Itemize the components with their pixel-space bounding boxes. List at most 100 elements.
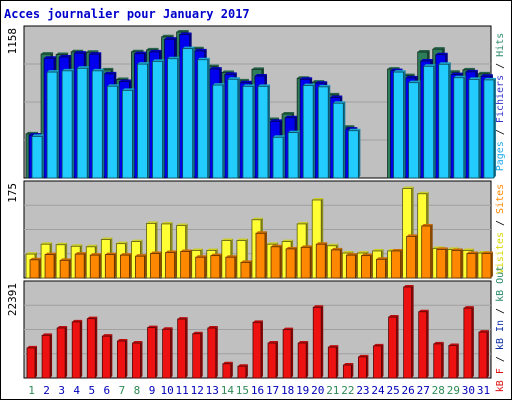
bar-hits-pages-side — [298, 130, 301, 178]
bar-visits-visites-top — [236, 238, 248, 241]
bar-kb-kb-f-side — [411, 285, 414, 378]
bar-hits-pages — [152, 60, 163, 179]
bar-visits-sites — [285, 248, 296, 279]
bar-kb-kb-f-top — [147, 325, 158, 328]
bar-kb-kb-f — [207, 327, 217, 379]
panel-visits-max-label: 175 — [6, 183, 19, 203]
legend-label-part: kB F — [495, 368, 506, 392]
bar-kb-kb-f-side — [50, 333, 53, 378]
bar-visits-sites-side — [129, 253, 132, 278]
bar-visits-visites-top — [161, 221, 173, 224]
bar-hits-hits-top — [267, 117, 280, 120]
bar-hits-pages-side — [283, 135, 286, 178]
bar-kb-kb-f-side — [80, 319, 83, 378]
legend-label-panel-1: Pages / Fichiers / Hits — [495, 33, 506, 172]
bar-visits-sites — [451, 250, 462, 279]
legend-label-part: kB Out — [495, 266, 506, 302]
bar-visits-visites-top — [462, 248, 474, 251]
bar-kb-kb-f — [222, 363, 232, 379]
bar-visits-sites — [44, 254, 55, 279]
bar-visits-sites-side — [340, 247, 343, 278]
bar-visits-sites — [406, 235, 417, 279]
bar-hits-pages-top — [227, 77, 240, 80]
bar-kb-kb-f — [433, 343, 443, 379]
bar-hits-hits-top — [462, 67, 475, 70]
bar-visits-sites-top — [60, 258, 72, 261]
bar-visits-visites-top — [116, 241, 128, 244]
bar-hits-pages-side — [192, 46, 195, 178]
bar-kb-kb-f-side — [35, 345, 37, 378]
bar-hits-hits-top — [101, 67, 114, 70]
bar-kb-kb-f-top — [418, 309, 429, 312]
x-tick-label-day-6: 6 — [104, 384, 111, 397]
bar-hits-hits-top — [236, 78, 249, 81]
bar-hits-hits-top — [477, 71, 490, 74]
bar-hits-pages-top — [182, 46, 195, 49]
bar-kb-kb-f-side — [170, 327, 173, 378]
bar-visits-sites — [466, 253, 477, 279]
bar-kb-kb-f-top — [237, 364, 248, 367]
bar-hits-pages-side — [328, 84, 331, 178]
bar-visits-sites — [270, 246, 281, 279]
bar-hits-hits-top — [176, 30, 189, 32]
bar-kb-kb-f-side — [276, 341, 279, 378]
bar-hits-pages-top — [318, 84, 331, 87]
bar-kb-kb-f-side — [336, 345, 339, 378]
bar-hits-hits-top — [191, 46, 204, 49]
x-tick-label-day-27: 27 — [417, 384, 430, 397]
x-tick-label-day-7: 7 — [119, 384, 126, 397]
bar-kb-kb-f-top — [102, 334, 113, 337]
bar-visits-sites-top — [301, 245, 313, 248]
bar-kb-kb-f-side — [65, 326, 68, 378]
bar-hits-pages-side — [313, 83, 316, 178]
bar-hits-pages — [453, 77, 465, 179]
bar-hits-pages — [212, 84, 224, 179]
bar-kb-kb-f-side — [366, 354, 369, 378]
bar-visits-sites — [195, 256, 206, 279]
bar-kb-kb-f — [26, 347, 36, 379]
x-tick-label-day-14: 14 — [221, 384, 235, 397]
bar-visits-sites — [436, 248, 447, 279]
bar-hits-hits-top — [86, 50, 99, 53]
bar-hits-fichiers-top — [59, 54, 72, 57]
bar-kb-kb-f-side — [155, 325, 158, 378]
legend-label-part: Visites — [495, 232, 506, 274]
bar-kb-kb-f-top — [252, 320, 263, 323]
bar-hits-pages — [167, 58, 178, 179]
bar-hits-fichiers-top — [480, 74, 493, 77]
bar-visits-visites-top — [131, 239, 143, 242]
bar-visits-sites-side — [415, 234, 418, 278]
bar-kb-kb-f-side — [426, 309, 429, 378]
bar-kb-kb-f — [342, 364, 352, 379]
bar-visits-sites-side — [159, 251, 162, 278]
bar-hits-hits-top — [402, 73, 415, 76]
bar-kb-kb-f-side — [456, 343, 459, 378]
bar-visits-sites-top — [376, 257, 388, 260]
legend-label-part: kB In — [495, 320, 506, 350]
bar-hits-pages-top — [212, 83, 225, 86]
bar-kb-kb-f-top — [42, 333, 53, 336]
bar-hits-pages — [347, 130, 359, 179]
x-tick-label-day-21: 21 — [326, 384, 339, 397]
bar-hits-fichiers-top — [74, 51, 87, 54]
bar-visits-sites-side — [430, 224, 433, 278]
bar-kb-kb-f — [267, 342, 277, 379]
bar-kb-kb-f-top — [222, 361, 233, 364]
bar-visits-sites — [89, 254, 100, 279]
bar-visits-sites — [29, 259, 40, 279]
bar-kb-kb-f-side — [306, 341, 309, 378]
bar-kb-kb-f — [463, 307, 473, 379]
bar-hits-pages-side — [493, 77, 496, 178]
bar-hits-pages — [257, 85, 269, 179]
bar-hits-pages — [61, 70, 73, 179]
legend-label-part: / — [495, 123, 506, 141]
bar-hits-pages — [438, 63, 450, 179]
bar-visits-visites-top — [327, 243, 339, 246]
bar-visits-sites-top — [421, 224, 433, 226]
bar-hits-hits-top — [221, 70, 234, 73]
bar-kb-kb-f-top — [27, 345, 37, 348]
bar-visits-visites-top — [297, 221, 309, 224]
bar-hits-pages-top — [92, 68, 105, 71]
bar-visits-sites-side — [385, 257, 388, 278]
